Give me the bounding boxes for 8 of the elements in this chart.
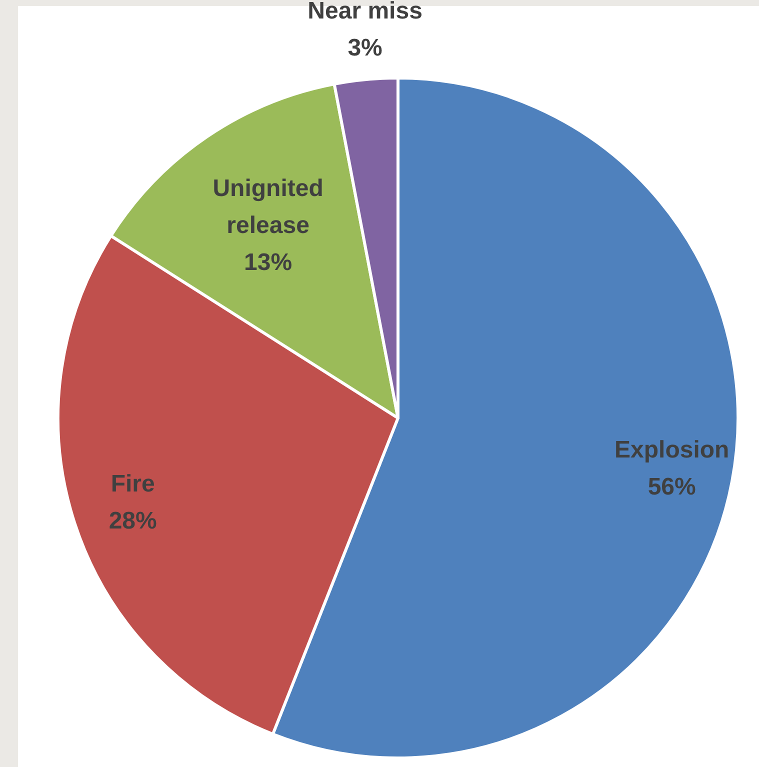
- data-label: 28%: [108, 508, 157, 535]
- slice-label: Fire: [110, 471, 155, 498]
- slice-label: Unignited release: [212, 175, 324, 240]
- slice-label: Near miss: [308, 0, 422, 25]
- data-label: 56%: [648, 474, 696, 502]
- data-label: 13%: [244, 249, 292, 276]
- slice-label: Explosion: [614, 437, 730, 464]
- data-label: 3%: [348, 34, 382, 62]
